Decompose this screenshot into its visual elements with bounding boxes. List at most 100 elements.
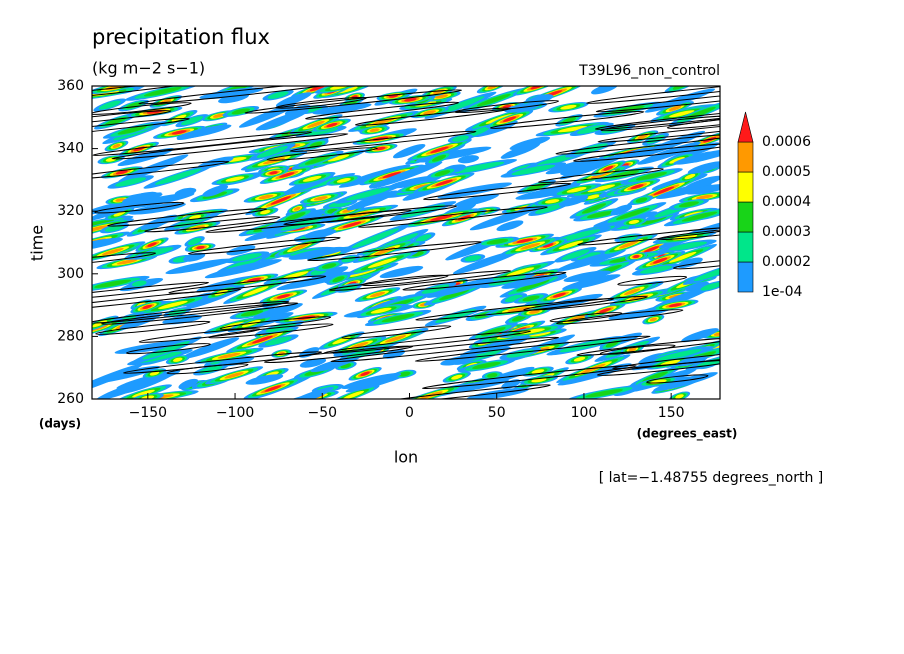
precip-streak [576, 252, 601, 260]
colorbar-label: 1e-04 [762, 284, 802, 300]
colorbar-box [737, 171, 754, 203]
precip-streak [132, 389, 155, 398]
precip-streak [279, 172, 295, 178]
contour-line [126, 343, 211, 355]
precip-streak [558, 240, 584, 250]
precip-streak [452, 250, 520, 275]
precip-streak [628, 219, 640, 225]
precip-streak [542, 243, 554, 248]
precip-streak [369, 161, 443, 189]
precip-streak [104, 224, 125, 232]
precip-streak [700, 282, 720, 291]
precip-streak [293, 206, 301, 211]
precip-streak [116, 370, 181, 390]
precip-streak [668, 303, 682, 308]
precip-streak [247, 277, 261, 282]
precip-streak [276, 294, 291, 299]
precip-streak [94, 279, 132, 288]
contour-line [101, 302, 299, 325]
x-axis-label: lon [394, 448, 418, 467]
precip-streak [560, 104, 577, 110]
contour-line [523, 295, 648, 311]
precip-streak [291, 243, 309, 251]
x-tick-label: −50 [307, 405, 337, 421]
precip-streak [615, 207, 650, 220]
precip-streak [411, 251, 424, 257]
precip-streak [545, 157, 600, 175]
precip-streak [267, 91, 289, 99]
precip-streak [642, 371, 668, 383]
precip-streak [486, 238, 509, 245]
precip-streak [415, 234, 432, 243]
precip-streak [618, 240, 639, 249]
precip-streak [264, 385, 282, 392]
precip-streak [171, 130, 187, 135]
precip-streak [531, 369, 545, 374]
contour-line [219, 316, 332, 330]
y-tick-label: 280 [57, 328, 84, 344]
precip-streak [653, 186, 675, 196]
precip-streak [502, 116, 517, 122]
contour-line [92, 86, 192, 103]
contour-line [423, 182, 572, 201]
precip-streak [573, 143, 608, 155]
precip-streak [326, 123, 338, 128]
precip-streak [113, 210, 126, 217]
precip-streak [431, 154, 447, 162]
precip-streak [242, 286, 269, 297]
precip-streak [451, 374, 463, 380]
contour-line [594, 106, 720, 130]
precip-streak [566, 187, 587, 193]
precip-streak [653, 372, 718, 392]
precip-streak [590, 171, 611, 179]
precip-streak [122, 191, 157, 204]
contour-line [168, 275, 327, 294]
precip-streak [369, 291, 386, 298]
contour-line [673, 258, 720, 270]
precip-streak [563, 270, 611, 283]
precip-streak [535, 204, 563, 214]
contour-line [599, 344, 676, 355]
contour-line [92, 102, 192, 115]
contour-line [92, 281, 210, 303]
precip-streak [404, 98, 417, 102]
contour-line [422, 365, 637, 390]
precip-streak [238, 104, 296, 128]
precip-streak [476, 93, 511, 107]
precip-streak [585, 389, 623, 398]
precip-streak [684, 173, 696, 180]
precip-streak [332, 276, 345, 283]
precip-streak [269, 171, 278, 175]
precip-streak [225, 176, 245, 182]
x-axis-units: (degrees_east) [637, 427, 738, 442]
precip-streak [343, 390, 365, 399]
precip-streak [327, 154, 350, 162]
precip-streak [453, 282, 460, 287]
precip-streak [556, 249, 626, 272]
precip-streak [101, 248, 124, 256]
precip-streak [255, 109, 309, 131]
precip-streak [264, 336, 292, 346]
precip-streak [338, 164, 411, 188]
contour-line [307, 241, 482, 262]
contour-line [573, 143, 720, 162]
precip-streak [204, 259, 282, 279]
contour-line [549, 312, 623, 323]
contour-line [414, 335, 651, 362]
precip-streak [263, 157, 286, 165]
precip-streak [678, 201, 699, 208]
precip-streak [622, 147, 660, 158]
precip-streak [202, 185, 229, 197]
precip-streak [155, 168, 202, 185]
precip-streak [496, 220, 524, 232]
contour-line [361, 274, 449, 287]
precip-streak [605, 340, 619, 348]
precip-streak [434, 170, 451, 177]
contour-line [374, 384, 551, 399]
precip-streak [599, 308, 611, 313]
precip-streak [624, 288, 641, 295]
precip-streak [252, 335, 273, 344]
contour-line [646, 374, 709, 384]
precip-streak [309, 141, 323, 148]
x-tick-label: −150 [129, 405, 167, 421]
